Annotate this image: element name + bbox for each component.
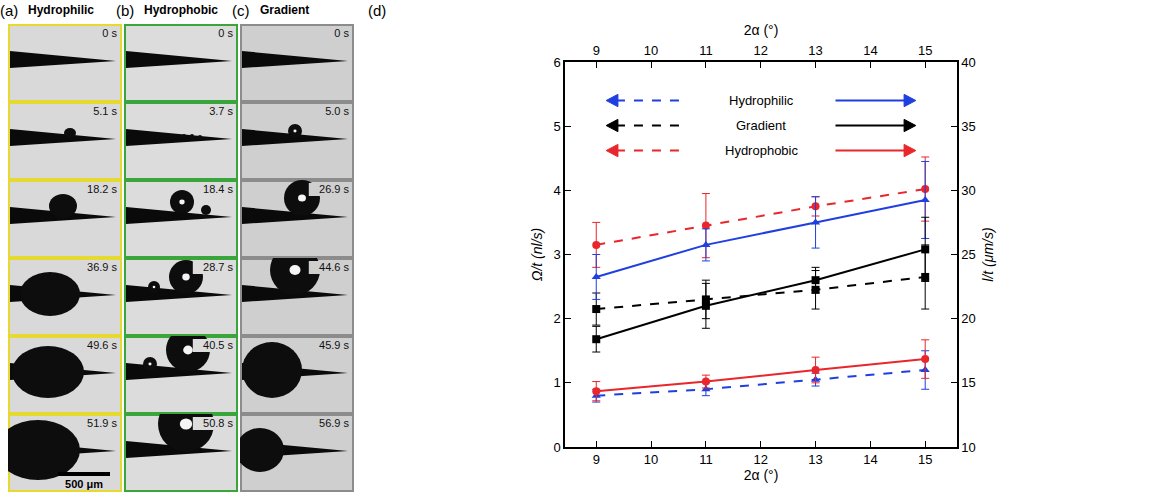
svg-text:0 s: 0 s: [334, 27, 349, 39]
svg-text:0 s: 0 s: [102, 27, 117, 39]
svg-text:9: 9: [593, 43, 600, 58]
svg-text:10: 10: [644, 452, 658, 467]
svg-text:2α (°): 2α (°): [744, 22, 779, 38]
html-text:Gradient: Gradient: [260, 3, 310, 17]
svg-text:35: 35: [961, 119, 975, 134]
svg-text:Hydrophobic: Hydrophobic: [725, 143, 798, 158]
svg-text:5.1 s: 5.1 s: [93, 105, 117, 117]
html-text:(b): (b): [116, 2, 135, 19]
svg-text:l/t (μm/s): l/t (μm/s): [980, 227, 996, 281]
html-text:(c): (c): [232, 2, 250, 19]
svg-text:30: 30: [961, 183, 975, 198]
svg-text:3: 3: [553, 247, 560, 262]
svg-text:Hydrophilic: Hydrophilic: [729, 93, 794, 108]
svg-text:5.0 s: 5.0 s: [325, 105, 349, 117]
svg-text:9: 9: [593, 452, 600, 467]
svg-text:45.9 s: 45.9 s: [319, 339, 349, 351]
svg-text:11: 11: [699, 43, 713, 58]
svg-text:Gradient: Gradient: [736, 118, 786, 133]
svg-text:13: 13: [808, 43, 822, 58]
svg-text:40: 40: [961, 55, 975, 70]
svg-text:Ω/t (nl/s): Ω/t (nl/s): [529, 228, 545, 281]
svg-text:4: 4: [553, 183, 560, 198]
svg-text:3.7 s: 3.7 s: [209, 105, 233, 117]
svg-text:12: 12: [753, 452, 767, 467]
svg-text:10: 10: [644, 43, 658, 58]
svg-text:11: 11: [699, 452, 713, 467]
svg-text:14: 14: [863, 452, 877, 467]
svg-text:2α (°): 2α (°): [744, 467, 779, 483]
html-text:Hydrophilic: Hydrophilic: [28, 3, 94, 17]
svg-text:51.9 s: 51.9 s: [87, 417, 117, 429]
svg-text:15: 15: [961, 375, 975, 390]
svg-text:500 μm: 500 μm: [65, 478, 103, 490]
svg-text:0 s: 0 s: [218, 27, 233, 39]
html-text:(a): (a): [0, 2, 19, 19]
svg-text:50.8 s: 50.8 s: [203, 417, 233, 429]
svg-text:0: 0: [553, 440, 560, 455]
svg-text:14: 14: [863, 43, 877, 58]
svg-text:56.9 s: 56.9 s: [319, 417, 349, 429]
html-text:Hydrophobic: Hydrophobic: [144, 3, 218, 17]
svg-text:13: 13: [808, 452, 822, 467]
svg-text:40.5 s: 40.5 s: [203, 339, 233, 351]
svg-text:26.9 s: 26.9 s: [319, 183, 349, 195]
html-text:(d): (d): [368, 2, 387, 19]
svg-text:6: 6: [553, 55, 560, 70]
svg-text:5: 5: [553, 119, 560, 134]
svg-text:18.2 s: 18.2 s: [87, 183, 117, 195]
svg-text:15: 15: [918, 452, 932, 467]
svg-text:44.6 s: 44.6 s: [319, 261, 349, 273]
svg-text:15: 15: [918, 43, 932, 58]
svg-text:18.4 s: 18.4 s: [203, 183, 233, 195]
svg-text:28.7 s: 28.7 s: [203, 261, 233, 273]
svg-text:12: 12: [753, 43, 767, 58]
svg-text:1: 1: [553, 375, 560, 390]
svg-text:36.9 s: 36.9 s: [87, 261, 117, 273]
svg-text:25: 25: [961, 247, 975, 262]
svg-text:49.6 s: 49.6 s: [87, 339, 117, 351]
svg-text:20: 20: [961, 311, 975, 326]
svg-text:2: 2: [553, 311, 560, 326]
svg-text:10: 10: [961, 440, 975, 455]
